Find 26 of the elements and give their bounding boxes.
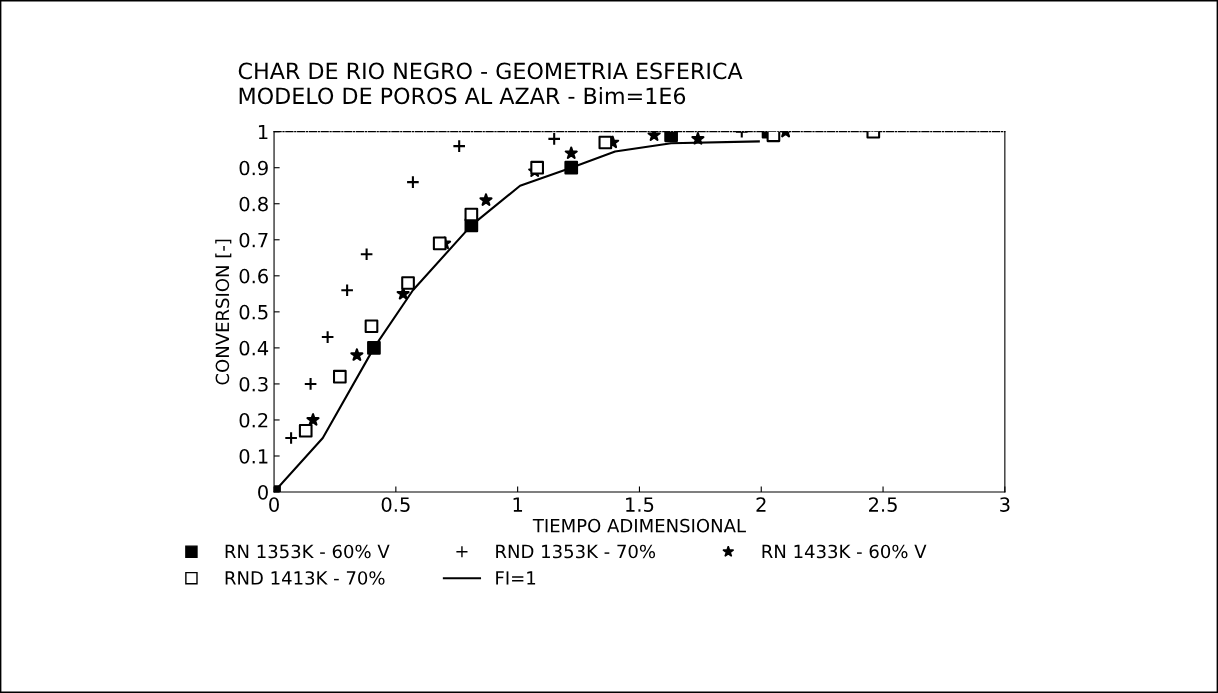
legend-label: RND 1413K - 70% xyxy=(225,571,385,585)
x-tick-label: 1.5 xyxy=(626,497,654,512)
y-tick-label: 0.9 xyxy=(239,160,268,176)
y-tick-label: 0 xyxy=(258,484,268,500)
y-tick-label: 0.2 xyxy=(239,412,268,428)
legend-label: RN 1353K - 60% V xyxy=(225,544,390,559)
y-tick-label: 0.4 xyxy=(239,340,269,356)
y-tick-label: 0.7 xyxy=(239,232,268,248)
y-tick-label: 0.1 xyxy=(239,448,268,464)
x-tick-label: 0.5 xyxy=(381,497,410,512)
x-tick-label: 3 xyxy=(1000,497,1010,512)
x-tick-label: 0 xyxy=(269,497,279,512)
x-tick-label: 1 xyxy=(513,497,523,512)
y-tick-label: 0.6 xyxy=(239,268,268,284)
legend-label: RND 1353K - 70% xyxy=(496,544,656,559)
y-axis-title: CONVERSION [-] xyxy=(215,239,232,385)
x-tick-label: 2.5 xyxy=(869,497,897,512)
x-axis-title: TIEMPO ADIMENSIONAL xyxy=(532,518,746,533)
chart-title: CHAR DE RIO NEGRO - GEOMETRIA ESFERICA MODELO DE POROS AL AZAR - Bim=1E6 xyxy=(238,62,743,105)
x-tick-label: 2 xyxy=(756,497,766,512)
legend-label: RN 1433K - 60% V xyxy=(762,544,927,559)
y-tick-label: 0.3 xyxy=(239,376,268,392)
legend-label: FI=1 xyxy=(496,571,536,585)
y-tick-label: 0.8 xyxy=(239,196,268,212)
y-tick-label: 0.5 xyxy=(239,304,268,320)
y-tick-label: 1 xyxy=(258,124,268,140)
